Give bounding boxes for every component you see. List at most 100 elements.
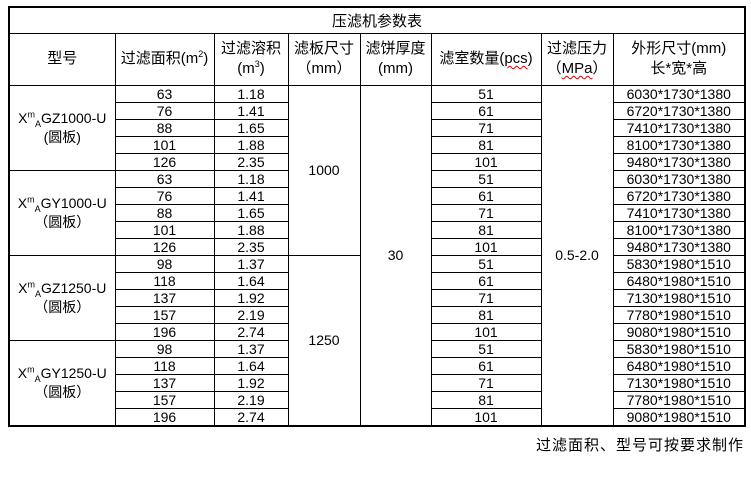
dimensions-cell: 6030*1730*1380 bbox=[612, 169, 746, 188]
header-text: 滤板尺寸 bbox=[293, 40, 354, 57]
col-header-plate-size: 滤板尺寸 （mm） bbox=[287, 32, 361, 86]
dimensions-cell: 6480*1980*1510 bbox=[612, 356, 746, 375]
title-row: 压滤机参数表 bbox=[8, 6, 746, 34]
superscript: 3 bbox=[254, 59, 260, 69]
header-text: 过滤溶积 bbox=[220, 40, 281, 57]
model-name: GY1250-U bbox=[40, 364, 107, 381]
header-text: （mm） bbox=[296, 60, 352, 77]
volume-cell: 2.74 bbox=[213, 407, 289, 426]
area-cell: 98 bbox=[114, 339, 215, 358]
area-cell: 118 bbox=[114, 356, 215, 375]
volume-cell: 1.88 bbox=[213, 220, 289, 239]
dimensions-cell: 6720*1730*1380 bbox=[612, 186, 746, 205]
chambers-cell: 51 bbox=[430, 254, 542, 273]
dimensions-cell: 9480*1730*1380 bbox=[612, 152, 746, 171]
chambers-cell: 101 bbox=[430, 237, 542, 256]
model-name: GY1000-U bbox=[40, 194, 107, 211]
dimensions-cell: 6480*1980*1510 bbox=[612, 271, 746, 290]
footer-note: 过滤面积、型号可按要求制作 bbox=[535, 436, 744, 454]
table-row: 101 1.88 81 8100*1730*1380 bbox=[9, 135, 746, 154]
dimensions-cell: 6720*1730*1380 bbox=[612, 101, 746, 120]
cake-thickness-cell: 30 bbox=[359, 84, 432, 426]
volume-cell: 1.18 bbox=[213, 169, 289, 188]
volume-cell: 1.41 bbox=[213, 186, 289, 205]
area-cell: 137 bbox=[114, 288, 215, 307]
dimensions-cell: 5830*1980*1510 bbox=[612, 254, 746, 273]
model-prefix: X bbox=[18, 279, 28, 296]
area-cell: 88 bbox=[114, 118, 215, 137]
dimensions-cell: 8100*1730*1380 bbox=[612, 135, 746, 154]
dimensions-cell: 7130*1980*1510 bbox=[612, 373, 746, 392]
model-variant: （圆板） bbox=[34, 298, 91, 315]
model-prefix: X bbox=[18, 109, 28, 126]
spellcheck-underlined-text: MPa bbox=[561, 60, 593, 77]
dimensions-cell: 9080*1980*1510 bbox=[612, 407, 746, 426]
col-header-dimensions: 外形尺寸(mm) 长*宽*高 bbox=[612, 32, 746, 86]
header-text: ) bbox=[203, 50, 209, 67]
model-subscript: A bbox=[34, 203, 41, 214]
area-cell: 196 bbox=[114, 407, 215, 426]
chambers-cell: 61 bbox=[430, 101, 542, 120]
volume-cell: 2.19 bbox=[213, 305, 289, 324]
dimensions-cell: 7130*1980*1510 bbox=[612, 288, 746, 307]
header-text: 过滤压力 bbox=[546, 40, 607, 57]
area-cell: 157 bbox=[114, 305, 215, 324]
chambers-cell: 101 bbox=[430, 322, 542, 341]
header-text: ) bbox=[527, 50, 533, 67]
area-cell: 137 bbox=[114, 373, 215, 392]
model-cell: XmAGZ1000-U (圆板) bbox=[8, 84, 116, 171]
model-cell: XmAGZ1250-U （圆板） bbox=[8, 254, 116, 341]
chambers-cell: 61 bbox=[430, 186, 542, 205]
area-cell: 196 bbox=[114, 322, 215, 341]
header-text: (m bbox=[237, 60, 255, 77]
chambers-cell: 81 bbox=[430, 305, 542, 324]
header-text: ) bbox=[259, 60, 265, 77]
volume-cell: 1.64 bbox=[213, 271, 289, 290]
pressure-cell: 0.5-2.0 bbox=[540, 84, 614, 426]
model-name: GZ1000-U bbox=[41, 109, 107, 126]
parameter-table: 压滤机参数表 型号 过滤面积(m2) 过滤溶积 (m3) 滤板尺寸 （mm） 滤饼厚… bbox=[8, 6, 747, 427]
model-subscript: A bbox=[34, 118, 41, 129]
volume-cell: 1.92 bbox=[213, 288, 289, 307]
col-header-chambers: 滤室数量(pcs) bbox=[430, 32, 542, 86]
header-text: ） bbox=[592, 60, 608, 77]
table-row: 88 1.65 71 7410*1730*1380 bbox=[9, 203, 746, 222]
chambers-cell: 61 bbox=[430, 356, 542, 375]
area-cell: 126 bbox=[114, 152, 215, 171]
model-superscript: m bbox=[27, 193, 35, 204]
dimensions-cell: 9080*1980*1510 bbox=[612, 322, 746, 341]
dimensions-cell: 9480*1730*1380 bbox=[612, 237, 746, 256]
table-row: XmAGZ1000-U (圆板) 63 1.18 1000 30 51 0.5-2.0 6030… bbox=[8, 84, 746, 426]
volume-cell: 1.92 bbox=[213, 373, 289, 392]
area-cell: 101 bbox=[114, 220, 215, 239]
header-text: (mm) bbox=[378, 60, 413, 77]
model-subscript: A bbox=[34, 373, 41, 384]
volume-cell: 1.18 bbox=[213, 84, 289, 103]
chambers-cell: 71 bbox=[430, 373, 542, 392]
dimensions-cell: 8100*1730*1380 bbox=[612, 220, 746, 239]
superscript: 2 bbox=[198, 49, 204, 59]
dimensions-cell: 7780*1980*1510 bbox=[612, 305, 746, 324]
chambers-cell: 101 bbox=[430, 152, 542, 171]
header-text: 滤饼厚度 bbox=[365, 40, 426, 57]
col-header-cake-thickness: 滤饼厚度 (mm) bbox=[359, 32, 432, 86]
header-text: 过滤面积(m bbox=[120, 50, 199, 67]
col-header-model: 型号 bbox=[8, 32, 116, 86]
table-row: 196 2.74 101 9080*1980*1510 bbox=[9, 407, 746, 426]
model-prefix: X bbox=[17, 364, 28, 381]
volume-cell: 2.35 bbox=[213, 152, 289, 171]
volume-cell: 1.88 bbox=[213, 135, 289, 154]
header-text: （ bbox=[546, 60, 562, 77]
area-cell: 76 bbox=[114, 186, 215, 205]
volume-cell: 1.65 bbox=[213, 118, 289, 137]
chambers-cell: 101 bbox=[430, 407, 542, 426]
table-row: 126 2.35 101 9480*1730*1380 bbox=[9, 152, 746, 171]
area-cell: 98 bbox=[114, 254, 215, 273]
model-variant: （圆板） bbox=[34, 213, 91, 230]
table-row: 137 1.92 71 7130*1980*1510 bbox=[9, 288, 746, 307]
chambers-cell: 51 bbox=[430, 84, 542, 103]
col-header-area: 过滤面积(m2) bbox=[114, 32, 215, 86]
area-cell: 118 bbox=[114, 271, 215, 290]
area-cell: 88 bbox=[114, 203, 215, 222]
chambers-cell: 81 bbox=[430, 135, 542, 154]
